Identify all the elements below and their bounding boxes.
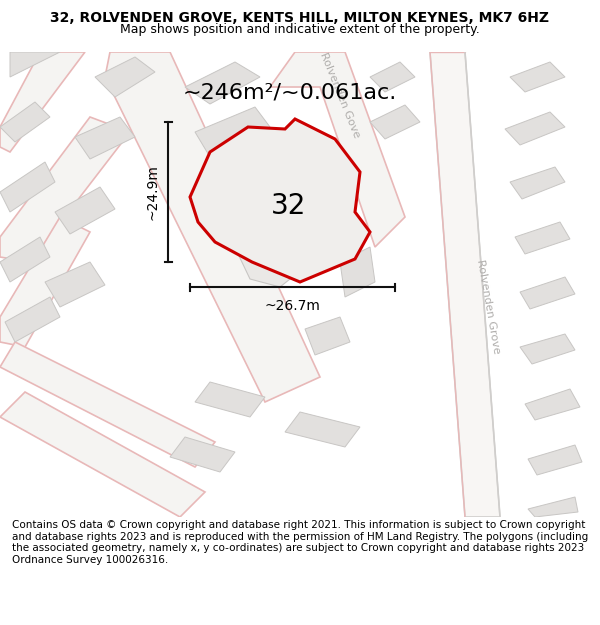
Text: Map shows position and indicative extent of the property.: Map shows position and indicative extent… <box>120 23 480 36</box>
Polygon shape <box>505 112 565 145</box>
Polygon shape <box>0 162 55 212</box>
Polygon shape <box>430 52 500 517</box>
Polygon shape <box>10 52 60 77</box>
Text: Contains OS data © Crown copyright and database right 2021. This information is : Contains OS data © Crown copyright and d… <box>12 520 588 565</box>
Polygon shape <box>0 102 50 142</box>
Polygon shape <box>170 437 235 472</box>
Polygon shape <box>105 52 320 402</box>
Polygon shape <box>0 52 85 152</box>
Polygon shape <box>528 445 582 475</box>
Polygon shape <box>510 167 565 199</box>
Text: ~26.7m: ~26.7m <box>265 299 320 313</box>
Polygon shape <box>270 52 405 247</box>
Polygon shape <box>370 105 420 139</box>
Text: ~246m²/~0.061ac.: ~246m²/~0.061ac. <box>183 82 397 102</box>
Polygon shape <box>515 222 570 254</box>
Polygon shape <box>95 57 155 97</box>
Text: Rolvenden Gove: Rolvenden Gove <box>318 51 362 139</box>
Polygon shape <box>510 62 565 92</box>
Text: ~24.9m: ~24.9m <box>146 164 160 220</box>
Polygon shape <box>305 317 350 355</box>
Polygon shape <box>520 277 575 309</box>
Polygon shape <box>528 497 578 517</box>
Polygon shape <box>370 62 415 92</box>
Polygon shape <box>340 247 375 297</box>
Polygon shape <box>0 342 215 467</box>
Polygon shape <box>0 217 90 347</box>
Polygon shape <box>185 62 260 104</box>
Polygon shape <box>55 187 115 234</box>
Text: 32: 32 <box>271 192 306 220</box>
Polygon shape <box>5 297 60 342</box>
Text: 32, ROLVENDEN GROVE, KENTS HILL, MILTON KEYNES, MK7 6HZ: 32, ROLVENDEN GROVE, KENTS HILL, MILTON … <box>50 11 550 26</box>
Polygon shape <box>45 262 105 307</box>
Polygon shape <box>520 334 575 364</box>
Polygon shape <box>230 162 330 287</box>
Polygon shape <box>195 382 265 417</box>
Polygon shape <box>75 117 135 159</box>
Polygon shape <box>0 237 50 282</box>
Polygon shape <box>190 119 370 282</box>
Text: Rolvenden Grove: Rolvenden Grove <box>475 259 501 355</box>
Polygon shape <box>0 117 130 262</box>
Polygon shape <box>0 392 205 517</box>
Polygon shape <box>195 107 270 157</box>
Polygon shape <box>525 389 580 420</box>
Polygon shape <box>285 412 360 447</box>
